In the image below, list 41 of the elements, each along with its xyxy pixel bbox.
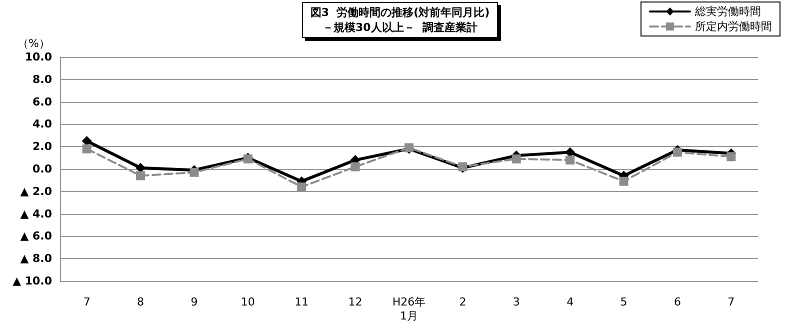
x-tick-label: 5 xyxy=(620,296,628,308)
x-tick-label: 7 xyxy=(728,296,735,308)
y-tick-label: ▲ 6.0 xyxy=(20,230,52,243)
point xyxy=(297,182,306,192)
point xyxy=(726,152,736,162)
legend-label: 所定内労働時間 xyxy=(695,20,772,33)
point xyxy=(136,171,146,180)
legend-label: 総実労働時間 xyxy=(694,5,761,18)
point xyxy=(82,144,92,154)
point xyxy=(566,156,575,165)
x-tick-label: 6 xyxy=(674,296,681,308)
y-tick-label: ▲ 2.0 xyxy=(20,184,52,198)
x-tick-label: 2 xyxy=(459,296,466,308)
point xyxy=(82,136,92,146)
chart-title: 図3 労働時間の推移(対前年同月比) －規模30人以上－ 調査産業計 xyxy=(310,6,490,34)
point xyxy=(136,162,146,173)
x-tick-label: H26年 1月 xyxy=(392,296,426,322)
point xyxy=(350,162,360,172)
y-tick-label: 2.0 xyxy=(32,140,52,154)
x-tick-label: 9 xyxy=(190,296,198,308)
y-tick-label: 6.0 xyxy=(32,95,52,108)
point xyxy=(619,176,628,186)
x-tick-label: 10 xyxy=(240,296,255,308)
y-tick-label: 4.0 xyxy=(32,118,52,131)
y-tick-label: ▲ 4.0 xyxy=(20,207,52,220)
point xyxy=(565,147,576,158)
x-tick-label: 7 xyxy=(83,296,90,308)
point xyxy=(190,168,199,177)
y-tick-label: 10.0 xyxy=(24,50,52,64)
x-tick-label: 4 xyxy=(566,296,574,308)
x-tick-label: 8 xyxy=(137,296,144,308)
x-tick-label: 11 xyxy=(294,296,309,308)
y-axis-title: （%） xyxy=(18,37,50,50)
point xyxy=(672,148,682,157)
y-tick-label: ▲ 10.0 xyxy=(12,274,52,288)
y-tick-label: 8.0 xyxy=(32,72,52,86)
x-tick-label: 12 xyxy=(348,296,362,308)
y-tick-label: ▲ 8.0 xyxy=(20,252,52,266)
x-tick-label: 3 xyxy=(512,296,520,308)
point xyxy=(512,154,521,164)
y-tick-label: 0.0 xyxy=(32,162,52,176)
